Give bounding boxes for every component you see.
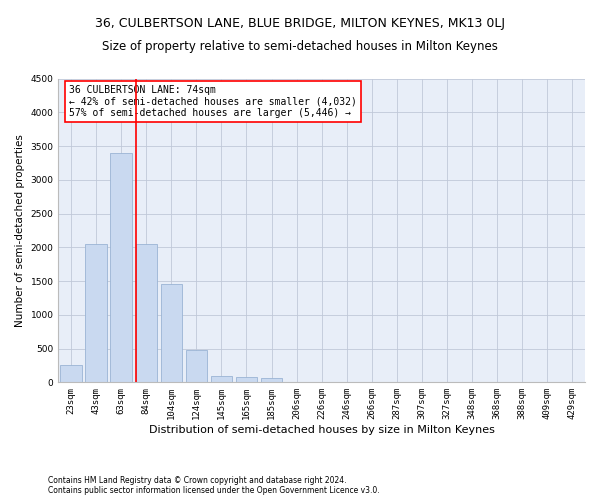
Text: 36, CULBERTSON LANE, BLUE BRIDGE, MILTON KEYNES, MK13 0LJ: 36, CULBERTSON LANE, BLUE BRIDGE, MILTON… [95, 18, 505, 30]
Bar [185, 350, 207, 382]
Text: 36 CULBERTSON LANE: 74sqm
← 42% of semi-detached houses are smaller (4,032)
57% : 36 CULBERTSON LANE: 74sqm ← 42% of semi-… [69, 84, 357, 118]
Text: Contains public sector information licensed under the Open Government Licence v3: Contains public sector information licen… [48, 486, 380, 495]
Y-axis label: Number of semi-detached properties: Number of semi-detached properties [15, 134, 25, 327]
Text: Size of property relative to semi-detached houses in Milton Keynes: Size of property relative to semi-detach… [102, 40, 498, 53]
Bar [211, 376, 232, 382]
Bar [110, 153, 132, 382]
Bar [85, 244, 107, 382]
Text: Contains HM Land Registry data © Crown copyright and database right 2024.: Contains HM Land Registry data © Crown c… [48, 476, 347, 485]
Bar [236, 377, 257, 382]
Bar [161, 284, 182, 382]
Bar [261, 378, 282, 382]
Bar [60, 366, 82, 382]
X-axis label: Distribution of semi-detached houses by size in Milton Keynes: Distribution of semi-detached houses by … [149, 425, 494, 435]
Bar [136, 244, 157, 382]
